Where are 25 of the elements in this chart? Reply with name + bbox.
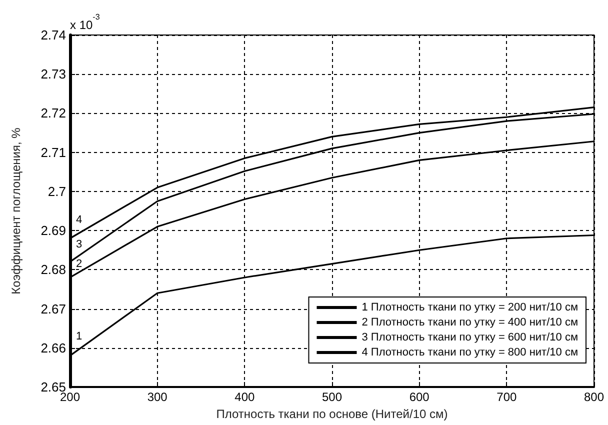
legend-label: 1 Плотность ткани по утку = 200 нит/10 см [362,302,578,314]
x-tick-label: 500 [322,390,342,404]
y-tick-label: 2.72 [40,106,66,121]
y-tick-label: 2.71 [40,144,66,160]
legend-label: 4 Плотность ткани по утку = 800 нит/10 см [362,346,578,358]
y-axis-title: Коэффициент поглощения, % [9,127,23,294]
y-tick-label: 2.66 [40,340,66,356]
y-tick-label: 2.74 [40,28,66,42]
x-tick-label: 800 [584,390,604,404]
annotation: 1 [76,330,82,342]
x-tick-label: 700 [496,390,517,404]
annotation: 2 [76,258,82,270]
annotation: 4 [76,214,82,226]
x-axis-title: Плотность ткани по основе (Нитей/10 см) [216,406,448,421]
legend-label: 3 Плотность ткани по утку = 600 нит/10 см [362,332,578,344]
x-tick-label: 600 [409,390,430,404]
y-tick-label: 2.69 [40,223,66,238]
x-tick-label: 400 [234,390,255,404]
y-tick-label: 2.68 [40,262,66,278]
legend-label: 2 Плотность ткани по утку = 400 нит/10 см [362,316,578,328]
annotation: 3 [76,238,82,250]
y-tick-label: 2.67 [40,301,66,316]
y-tick-label: 2.7 [48,184,66,199]
y-tick-label: 2.73 [40,66,66,82]
x-tick-label: 300 [147,390,168,404]
